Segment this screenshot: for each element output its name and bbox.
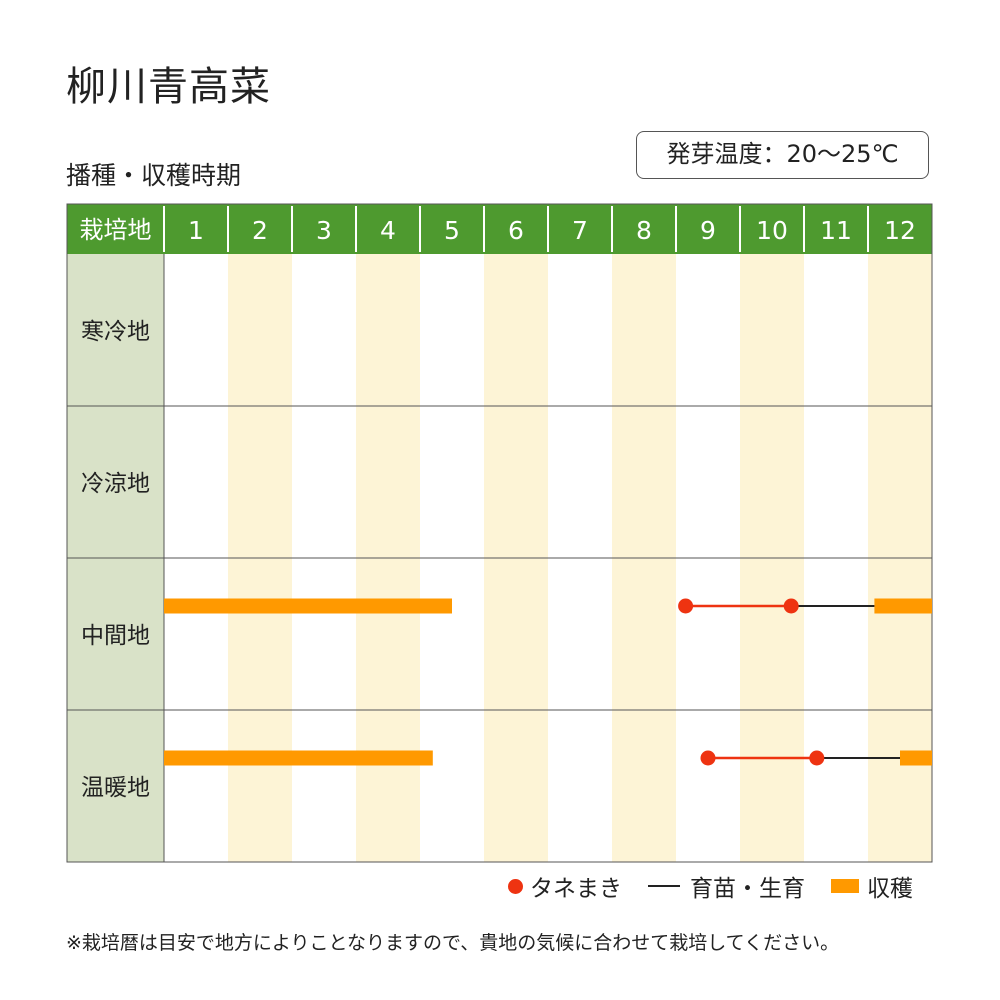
- calendar-grid: [66, 203, 933, 863]
- month-label-11: 11: [820, 216, 852, 245]
- month-label-9: 9: [700, 216, 716, 245]
- month-label-3: 3: [316, 216, 332, 245]
- sowing-start-dot: [700, 750, 716, 766]
- region-label-4: 温暖地: [81, 775, 150, 801]
- harvest-bar: [900, 750, 932, 766]
- header-label: 栽培地: [80, 216, 152, 244]
- footnote: ※栽培暦は目安で地方によりことなりますので、貴地の気候に合わせて栽培してください…: [66, 932, 840, 954]
- month-label-10: 10: [756, 216, 788, 245]
- region-label-3: 中間地: [81, 623, 150, 649]
- page-title: 柳川青高菜: [66, 64, 271, 110]
- sowing-end-dot: [809, 750, 825, 766]
- month-label-5: 5: [444, 216, 460, 245]
- legend-sowing-label: タネまき: [530, 876, 622, 902]
- legend-growing-label: 育苗・生育: [690, 876, 805, 902]
- month-label-4: 4: [380, 216, 396, 245]
- sowing-end-dot: [783, 598, 799, 614]
- harvest-bar: [164, 750, 433, 766]
- month-label-2: 2: [252, 216, 268, 245]
- calendar-marks: [164, 598, 932, 766]
- region-label-1: 寒冷地: [81, 319, 150, 345]
- sowing-start-dot: [678, 598, 694, 614]
- legend-harvest-label: 収穫: [867, 876, 913, 902]
- legend: タネまき 育苗・生育 収穫: [508, 868, 913, 904]
- legend-harvest: 収穫: [831, 869, 913, 903]
- month-label-8: 8: [636, 216, 652, 245]
- header-band: [67, 204, 932, 254]
- germination-temperature-badge: 発芽温度：20～25℃: [636, 131, 929, 179]
- region-label-2: 冷涼地: [81, 471, 150, 497]
- harvest-bar: [874, 598, 932, 614]
- section-subtitle: 播種・収穫時期: [66, 161, 242, 190]
- growing-line-icon: [648, 885, 680, 887]
- harvest-bar: [164, 598, 452, 614]
- harvest-bar-icon: [831, 879, 859, 893]
- month-label-1: 1: [188, 216, 204, 245]
- table-frame: [66, 203, 933, 863]
- legend-sowing: タネまき: [508, 869, 622, 903]
- sowing-dot-icon: [508, 878, 523, 894]
- month-label-12: 12: [884, 216, 916, 245]
- calendar-header: 栽培地 1 2 3 4 5 6 7 8 9 10 11 12: [80, 206, 916, 252]
- legend-growing: 育苗・生育: [648, 869, 805, 903]
- month-label-7: 7: [572, 216, 588, 245]
- month-label-6: 6: [508, 216, 524, 245]
